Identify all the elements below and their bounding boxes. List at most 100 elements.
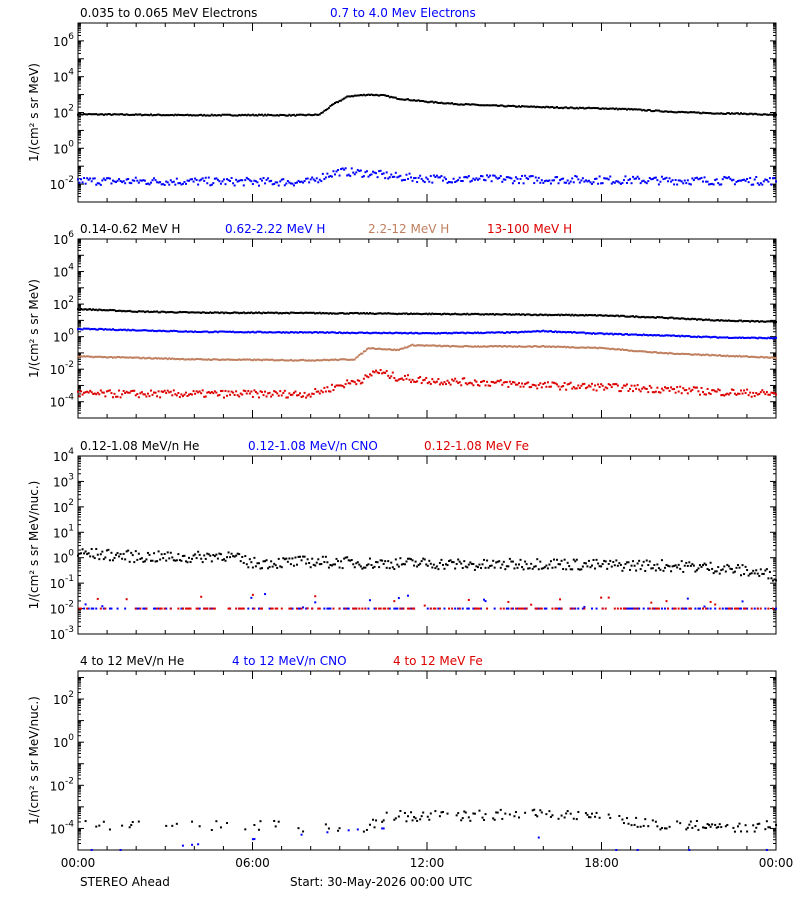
data-point [765, 178, 768, 181]
data-point [624, 563, 627, 566]
data-point [445, 563, 448, 566]
data-point [451, 607, 454, 610]
data-point [665, 334, 668, 337]
data-point [210, 311, 213, 314]
data-point [153, 607, 156, 610]
data-point [531, 567, 534, 570]
data-point [660, 175, 663, 178]
data-point [499, 379, 502, 382]
data-point [195, 330, 198, 333]
data-point [288, 113, 291, 116]
data-point [557, 345, 560, 348]
data-point [411, 819, 414, 822]
data-point [621, 181, 624, 184]
data-point [346, 379, 349, 382]
data-point [382, 819, 385, 822]
data-point [595, 177, 598, 180]
data-point [376, 332, 379, 335]
data-point [677, 607, 680, 610]
data-point [519, 105, 522, 108]
data-point [746, 388, 749, 391]
data-point [501, 104, 504, 107]
data-point [753, 395, 756, 398]
data-point [592, 314, 595, 317]
data-point [676, 352, 679, 355]
data-point [222, 178, 225, 181]
data-point [224, 311, 227, 314]
data-point [356, 355, 359, 358]
data-point [227, 358, 230, 361]
data-point [625, 561, 628, 564]
data-point [726, 607, 729, 610]
data-point [540, 330, 543, 333]
data-point [99, 113, 102, 116]
data-point [92, 328, 95, 331]
data-point [160, 330, 163, 333]
data-point [134, 356, 137, 359]
data-point [137, 552, 140, 555]
data-point [600, 314, 603, 317]
data-point [744, 607, 747, 610]
data-point [273, 114, 276, 117]
data-point [761, 337, 764, 340]
data-point [192, 114, 195, 117]
data-point [730, 388, 733, 391]
data-point [353, 607, 356, 610]
data-point [295, 113, 298, 116]
data-point [212, 392, 215, 395]
data-point [271, 331, 274, 334]
data-point [510, 345, 513, 348]
data-point [186, 311, 189, 314]
data-point [239, 311, 242, 314]
data-point [511, 104, 514, 107]
data-point [423, 344, 426, 347]
data-point [361, 175, 364, 178]
data-point [692, 335, 695, 338]
data-point [604, 386, 607, 389]
data-point [347, 173, 350, 176]
data-point [446, 564, 449, 567]
data-point [365, 375, 368, 378]
data-point [522, 607, 525, 610]
data-point [673, 334, 676, 337]
data-point [548, 330, 551, 333]
data-point [606, 347, 609, 350]
data-point [314, 331, 317, 334]
data-point [77, 355, 79, 358]
data-point [657, 352, 660, 355]
data-point [244, 312, 247, 315]
data-point [188, 358, 191, 361]
data-point [768, 320, 771, 323]
data-point [280, 113, 283, 116]
data-point [674, 353, 677, 356]
data-point [143, 329, 146, 332]
data-point [108, 828, 111, 831]
data-point [630, 182, 633, 185]
data-point [216, 178, 219, 181]
data-point [775, 579, 777, 582]
data-point [121, 329, 124, 332]
data-point [274, 564, 277, 567]
data-point [632, 108, 635, 111]
data-point [139, 357, 142, 360]
data-point [375, 331, 378, 334]
data-point [597, 383, 600, 386]
data-point [315, 359, 318, 362]
data-point [621, 818, 624, 821]
data-point [502, 313, 505, 316]
data-point [209, 184, 212, 187]
data-point [516, 313, 519, 316]
data-point [268, 565, 271, 568]
data-point [422, 179, 425, 182]
data-point [615, 559, 618, 562]
data-point [399, 809, 402, 812]
data-point [93, 327, 96, 330]
data-point [382, 827, 385, 830]
data-point [559, 330, 562, 333]
data-point [625, 315, 628, 318]
data-point [327, 827, 330, 830]
data-point [297, 555, 300, 558]
data-point [216, 394, 219, 397]
data-point [86, 553, 89, 556]
data-point [245, 176, 248, 179]
